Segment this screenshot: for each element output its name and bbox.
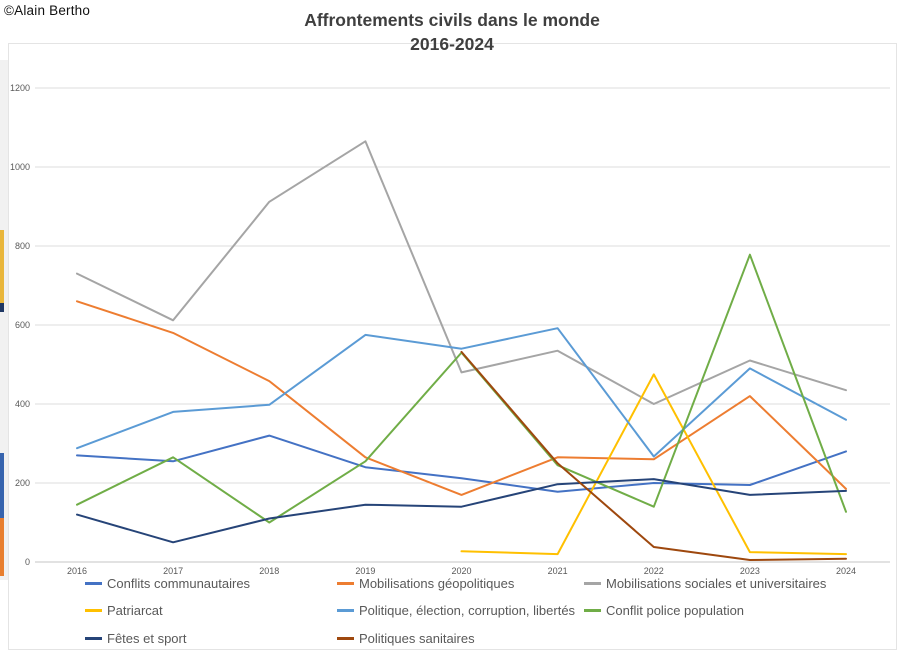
svg-text:600: 600 (15, 320, 30, 330)
svg-text:2024: 2024 (836, 566, 856, 576)
svg-text:2018: 2018 (259, 566, 279, 576)
svg-text:0: 0 (25, 557, 30, 567)
svg-text:2016: 2016 (67, 566, 87, 576)
svg-text:2023: 2023 (740, 566, 760, 576)
chart-title-line1: Affrontements civils dans le monde (304, 10, 600, 30)
svg-text:2020: 2020 (451, 566, 471, 576)
legend-label: Patriarcat (107, 603, 163, 618)
legend-label: Politique, élection, corruption, liberté… (359, 603, 576, 618)
svg-text:1000: 1000 (10, 162, 30, 172)
legend-row: Fêtes et sport Politiques sanitaires (0, 631, 904, 651)
legend-row: Patriarcat Politique, élection, corrupti… (0, 603, 904, 623)
copyright-text: ©Alain Bertho (4, 3, 91, 18)
legend-line-marker (85, 582, 102, 585)
series-lines (76, 140, 847, 561)
svg-text:2021: 2021 (548, 566, 568, 576)
legend-item: Conflit police population (584, 603, 744, 618)
legend-line-marker (85, 637, 102, 640)
legend-line-marker (584, 582, 601, 585)
legend-item: Patriarcat (85, 603, 163, 618)
legend-label: Fêtes et sport (107, 631, 187, 646)
gridlines (35, 87, 890, 563)
x-axis-labels: 2016 2017 2018 2019 2020 2021 2022 2023 2024 (67, 566, 856, 576)
legend-line-marker (337, 637, 354, 640)
svg-text:400: 400 (15, 399, 30, 409)
legend-row: Conflits communautaires Mobilisations gé… (0, 576, 904, 596)
legend-label: Conflit police population (606, 603, 745, 618)
legend-item: Politique, élection, corruption, liberté… (337, 603, 575, 618)
chart-title-line2: 2016-2024 (410, 33, 494, 54)
legend-item: Mobilisations sociales et universitaires (584, 576, 826, 591)
legend-line-marker (337, 609, 354, 612)
legend-item: Mobilisations géopolitiques (337, 576, 514, 591)
chart-frame (0, 43, 897, 650)
svg-text:2022: 2022 (644, 566, 664, 576)
legend-label: Politiques sanitaires (359, 631, 475, 646)
legend-label: Mobilisations sociales et universitaires (606, 576, 827, 591)
legend-line-marker (584, 609, 601, 612)
svg-text:800: 800 (15, 241, 30, 251)
svg-text:1200: 1200 (10, 83, 30, 93)
legend-label: Conflits communautaires (107, 576, 251, 591)
legend-line-marker (85, 609, 102, 612)
chart-title: Affrontements civils dans le monde 2016-… (0, 9, 904, 56)
legend-line-marker (337, 582, 354, 585)
legend-item: Conflits communautaires (85, 576, 250, 591)
svg-text:2019: 2019 (355, 566, 375, 576)
y-axis-labels: 0 200 400 600 800 1000 1200 (10, 83, 30, 567)
svg-text:2017: 2017 (163, 566, 183, 576)
svg-text:200: 200 (15, 478, 30, 488)
legend-item: Fêtes et sport (85, 631, 186, 646)
legend-item: Politiques sanitaires (337, 631, 475, 646)
legend-label: Mobilisations géopolitiques (359, 576, 515, 591)
